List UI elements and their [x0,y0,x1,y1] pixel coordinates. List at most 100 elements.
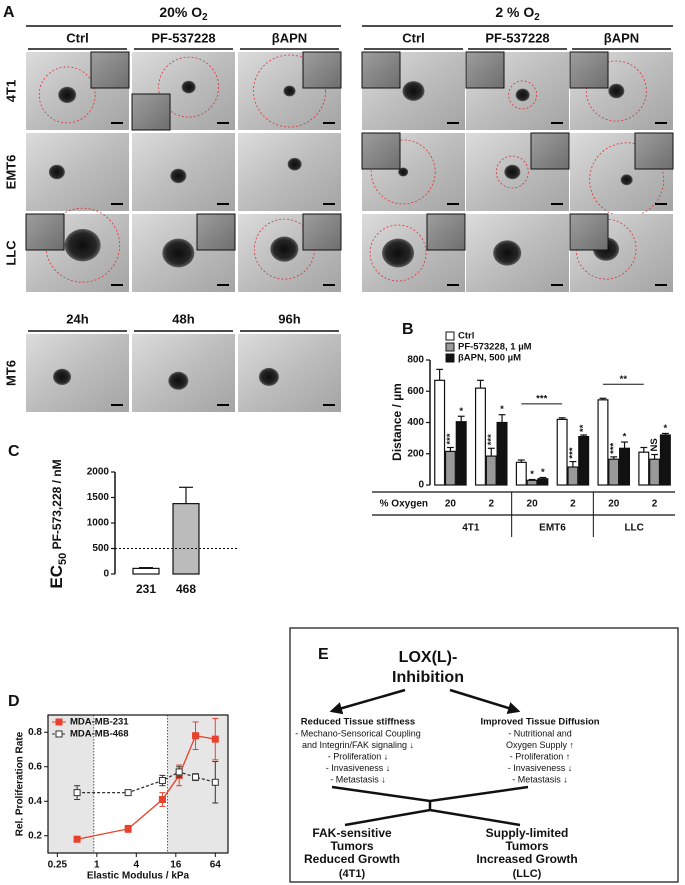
invasion-boundary [508,80,538,110]
category-label: 20 [608,499,620,510]
marker [158,796,166,804]
x-tick-label: 0.25 [48,860,68,871]
bar [597,399,609,486]
significance: *** [486,434,497,445]
diagram-title: LOX(L)- [399,649,458,666]
inset [302,51,342,89]
significance: * [664,423,668,434]
significance: *** [608,442,619,453]
y-tick-label: 800 [407,355,424,366]
group-label: EMT6 [539,523,566,534]
spheroid [53,368,72,385]
column-label: βAPN [604,30,639,45]
marker [192,773,200,781]
plot-frame [47,714,229,854]
category-label: 20 [445,499,457,510]
bar [455,421,467,486]
spheroid [283,85,296,97]
spheroid [287,157,302,171]
group-label: 4T1 [462,523,480,534]
outcome: Supply-limited [486,826,569,840]
column-label: 24h [66,311,88,326]
y-tick-label: 600 [407,386,424,397]
column-label: 96h [278,311,300,326]
marker [73,789,81,797]
inset [530,132,570,170]
column-label: 48h [172,311,194,326]
category-label: 20 [527,499,539,510]
panel-label: D [8,693,20,710]
category-label: 2 [488,499,494,510]
significance: * [459,406,463,417]
inset [302,213,342,251]
bar [659,434,671,486]
inset [361,51,401,89]
outcome: Tumors [330,839,373,853]
spheroid [48,164,65,180]
significance: NS [649,438,660,451]
bar [515,461,527,486]
legend-label: Ctrl [458,331,474,342]
legend-swatch [445,353,455,363]
micrograph [361,51,465,130]
marker [175,768,183,776]
inset [25,213,65,251]
effect: Oxygen Supply ↑ [506,740,574,750]
y-tick-label: 1000 [87,518,110,529]
marker [73,835,81,843]
y-axis-label: EC50 PF-573,228 / nM [47,459,68,588]
y-tick-label: 200 [407,448,424,459]
column-label: Ctrl [66,30,88,45]
panel-label: B [402,321,414,338]
y-axis-label: Rel. Proliferation Rate [15,731,26,836]
bar [526,479,538,486]
significance: * [500,404,504,415]
condition-title-sub: 2 [534,12,540,23]
invasion-boundary [253,54,326,128]
row-label: EMT6 [3,155,18,190]
bar [474,387,486,486]
micrograph [26,51,130,130]
panel-label: A [3,4,15,21]
significance: ** [578,424,589,432]
spheroid [402,81,425,101]
row-label: 4T1 [3,80,18,102]
x-axis-label: Elastic Modulus / kPa [87,871,190,882]
legend-marker [55,718,63,726]
branch-heading: Improved Tissue Diffusion [480,717,599,728]
y-tick-label: 1500 [87,492,110,503]
micrograph [26,334,129,412]
micrograph [569,51,673,130]
category-label: 2 [652,499,658,510]
legend-marker [55,730,63,738]
x-tick-label: 4 [134,860,140,871]
micrograph [465,51,569,130]
marker [211,735,219,743]
legend-label: MDA-MB-231 [70,717,129,728]
bar [537,478,549,486]
micrograph [238,334,341,412]
y-axis-label-text: PF-573,228 / nM [50,459,64,552]
outcome: Tumors [505,839,548,853]
marker [192,732,200,740]
y-tick-label: 0 [103,569,109,580]
significance: *** [567,447,578,458]
bar [556,418,568,486]
comparison-label: ** [620,374,628,385]
inset [131,93,171,131]
spheroid [398,167,409,177]
column-label: Ctrl [402,30,424,45]
inset [569,213,609,251]
inset [569,51,609,89]
spheroid [162,238,195,268]
condition-title-main: 2 % O [495,4,534,20]
arrow [449,688,521,715]
row-label: MT6 [3,360,18,386]
y-tick-label: 0.8 [28,727,42,738]
spheroid [493,240,522,266]
spheroid [181,80,196,94]
bar [608,458,620,486]
bar [444,450,456,486]
y-tick-label: 0.6 [28,761,42,772]
effect: - Invasiveness ↓ [508,763,573,773]
